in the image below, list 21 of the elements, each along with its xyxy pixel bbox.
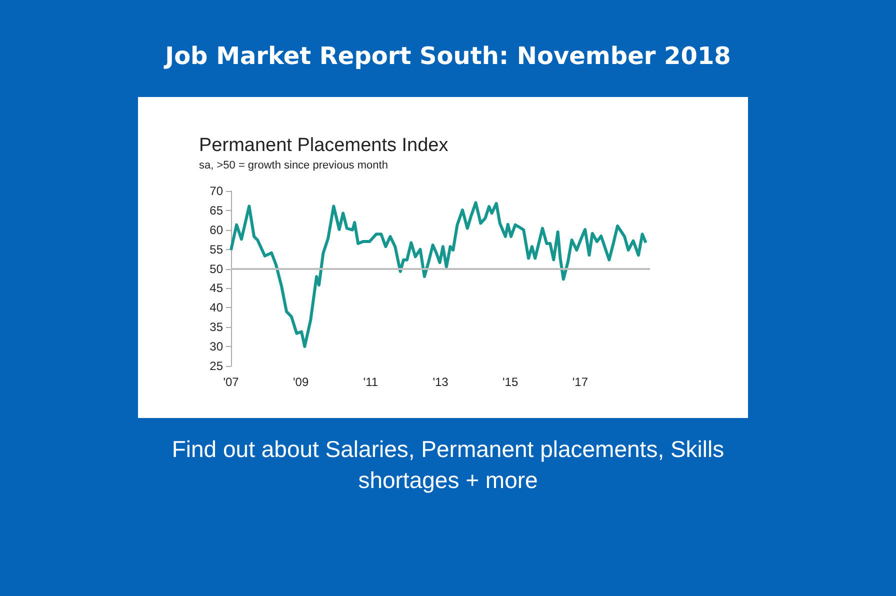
- y-tick-label: 65: [210, 203, 224, 218]
- y-tick-label: 50: [210, 262, 224, 276]
- line-series: [230, 201, 648, 348]
- text: Find out about Salaries, Permanent placements, Skills shortages + more: [170, 435, 726, 495]
- y-tick-label: 30: [210, 340, 224, 354]
- chart-title: Permanent Placements Index: [199, 135, 449, 156]
- y-tick-label: 70: [210, 184, 224, 198]
- x-tick-label: '09: [293, 375, 309, 389]
- chart-subtitle: sa, >50 = growth since previous month: [199, 160, 388, 172]
- x-tick-label: '07: [223, 375, 240, 389]
- text: Job Market Report South: November 2018: [162, 42, 732, 70]
- x-tick-label: '17: [572, 375, 588, 389]
- y-tick-label: 40: [210, 300, 224, 315]
- y-tick-label: 60: [210, 222, 224, 237]
- y-tick-label: 25: [210, 359, 224, 373]
- y-tick-label: 55: [210, 242, 224, 256]
- y-tick-label: 45: [210, 281, 224, 296]
- x-tick-label: '13: [432, 375, 449, 389]
- y-tick-label: 35: [210, 320, 224, 334]
- x-tick-label: '15: [502, 375, 518, 389]
- x-tick-label: '11: [363, 375, 378, 389]
